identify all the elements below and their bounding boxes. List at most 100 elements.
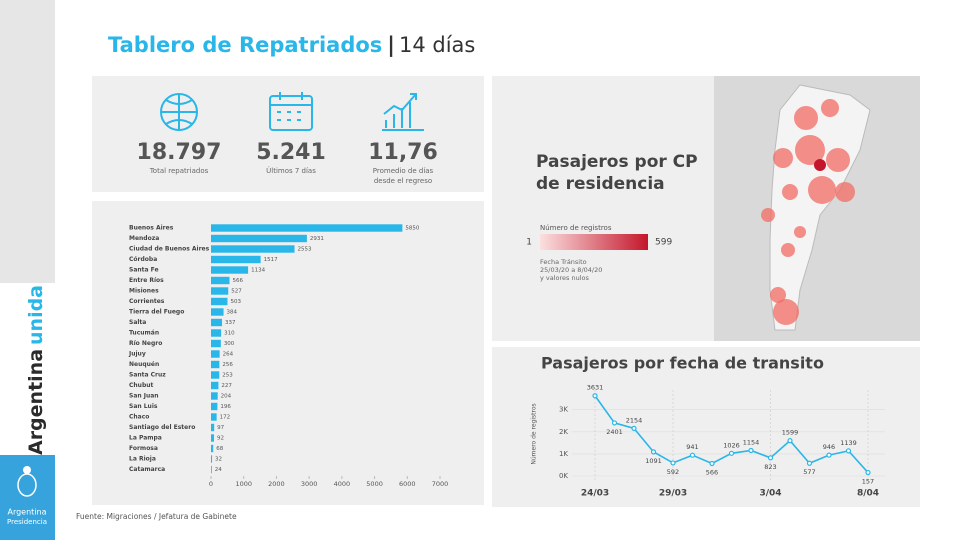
x-tick-label: 7000 [432,480,449,488]
value-label: 2401 [606,428,623,436]
y-tick-label: 1K [559,450,568,458]
value-label: 32 [215,457,222,463]
point [826,452,832,458]
value-label: 823 [764,463,776,471]
value-label: 24 [215,467,222,473]
map-bubble [794,226,806,238]
value-label: 566 [706,468,718,476]
bar [211,350,220,358]
map-bubble [770,287,786,303]
value-label: 3631 [587,384,604,392]
point [670,460,676,466]
bar [211,297,228,306]
point [865,469,871,476]
kpi-value: 11,76 [368,140,438,165]
value-label: 941 [686,443,698,451]
bar [211,444,214,453]
category-label: Chubut [129,382,154,389]
map-bubble [795,135,825,165]
value-label: 92 [217,436,224,442]
value-label: 227 [221,383,232,389]
x-tick-label: 29/03 [659,489,687,499]
value-label: 310 [224,331,235,337]
category-label: Jujuy [128,351,146,358]
map-title: de residencia [536,174,665,194]
value-label: 204 [221,394,232,400]
value-label: 68 [216,446,223,452]
x-tick-label: 3000 [301,480,318,488]
category-label: Santiago del Estero [129,424,195,431]
bar [211,413,217,421]
value-label: 5850 [405,226,419,232]
category-label: San Luis [129,403,158,410]
value-label: 1517 [264,257,278,263]
value-label: 2154 [626,416,643,424]
separator: | [387,33,395,58]
point [631,425,637,431]
point [709,460,715,467]
point [592,393,598,399]
point [767,455,774,461]
point [845,448,852,454]
legend-note: y valores nulos [540,274,590,282]
value-label: 1026 [723,441,740,449]
value-label: 337 [225,320,236,326]
subtitle: 14 días [399,33,475,57]
map-bubble [794,106,818,130]
title: Tablero de Repatriados [108,33,382,57]
logo-sun [23,466,31,474]
value-label: 1139 [840,439,857,447]
bar [211,276,230,285]
map-bubble [761,208,775,222]
bar [211,360,220,369]
value-label: 946 [823,443,835,451]
calendar-lines [270,92,312,121]
bar [211,455,213,463]
point [611,420,618,426]
value-label: 566 [233,278,244,284]
bar [211,234,307,243]
line-title: Pasajeros por fecha de transito [541,354,824,373]
value-label: 300 [224,341,235,347]
bar [211,245,295,253]
point [728,450,735,456]
calendar-icon [269,95,313,131]
bar [211,287,229,295]
x-tick-label: 6000 [399,480,416,488]
category-label: La Pampa [129,435,162,442]
kpi-value: 5.241 [256,140,326,165]
value-label: 1154 [743,438,760,446]
kpi-label: Promedio de días [373,167,434,175]
category-label: Buenos Aires [129,225,174,232]
bar [211,392,218,400]
category-label: Ciudad de Buenos Aires [129,246,210,253]
point [650,449,657,455]
map-bubble-dark [814,159,826,171]
bar [211,434,215,442]
value-label: 592 [667,468,679,476]
category-label: Formosa [129,445,158,452]
bar [211,266,249,274]
value-label: 196 [220,404,231,410]
value-label: 2931 [310,236,324,242]
value-label: 264 [223,352,234,358]
kpi-label: Total repatriados [149,167,209,175]
category-label: La Rioja [129,456,156,463]
y-axis-label: Número de registros [531,403,538,464]
value-label: 157 [862,478,874,486]
brand-1: Argentina [25,349,47,455]
x-tick-label: 2000 [268,480,285,488]
map-bubble [773,148,793,168]
map-bubble [808,176,836,204]
value-label: 1091 [645,457,662,465]
x-tick-label: 5000 [366,480,383,488]
footer: Fuente: Migraciones / Jefatura de Gabine… [76,512,237,521]
bar [211,423,215,432]
kpi-label: desde el regreso [374,177,432,185]
bar [211,402,218,411]
brand-2: unida [25,285,47,345]
legend-min: 1 [526,238,532,248]
point [806,460,813,466]
bar [211,308,224,316]
